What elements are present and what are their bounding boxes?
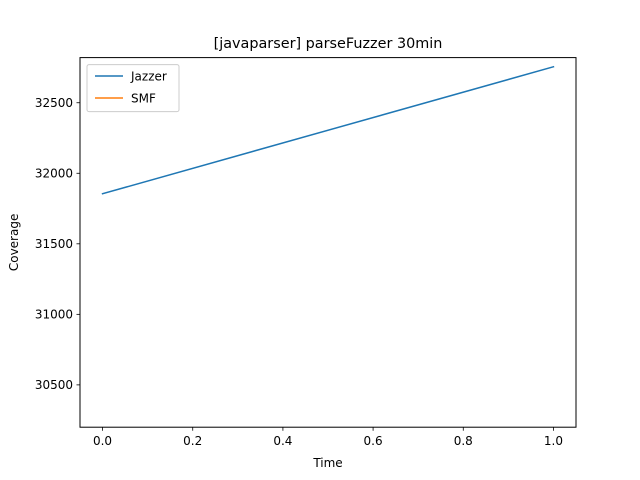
y-axis-label: Coverage <box>7 214 21 272</box>
y-tick-label: 32500 <box>35 96 73 110</box>
y-axis-ticks: 30500 31000 31500 32000 32500 <box>35 96 80 392</box>
legend-label-jazzer: Jazzer <box>130 69 167 83</box>
x-tick-label: 0.2 <box>183 434 202 448</box>
x-tick-label: 0.6 <box>364 434 383 448</box>
legend: Jazzer SMF <box>86 64 180 113</box>
x-tick-label: 0.4 <box>273 434 292 448</box>
y-tick-label: 32000 <box>35 167 73 181</box>
x-axis-ticks: 0.0 0.2 0.4 0.6 0.8 1.0 <box>93 427 563 448</box>
y-tick-label: 30500 <box>35 378 73 392</box>
legend-items: Jazzer SMF <box>95 69 167 105</box>
chart-title: [javaparser] parseFuzzer 30min <box>214 36 443 52</box>
x-tick-label: 0.0 <box>93 434 112 448</box>
series-line-jazzer <box>101 65 555 195</box>
x-tick-label: 1.0 <box>544 434 563 448</box>
legend-label-smf: SMF <box>131 91 156 105</box>
plot-frame <box>79 57 577 428</box>
y-tick-label: 31000 <box>35 308 73 322</box>
plot-lines <box>101 65 555 195</box>
x-axis-label: Time <box>312 456 342 470</box>
x-tick-label: 0.8 <box>454 434 473 448</box>
y-tick-label: 31500 <box>35 237 73 251</box>
